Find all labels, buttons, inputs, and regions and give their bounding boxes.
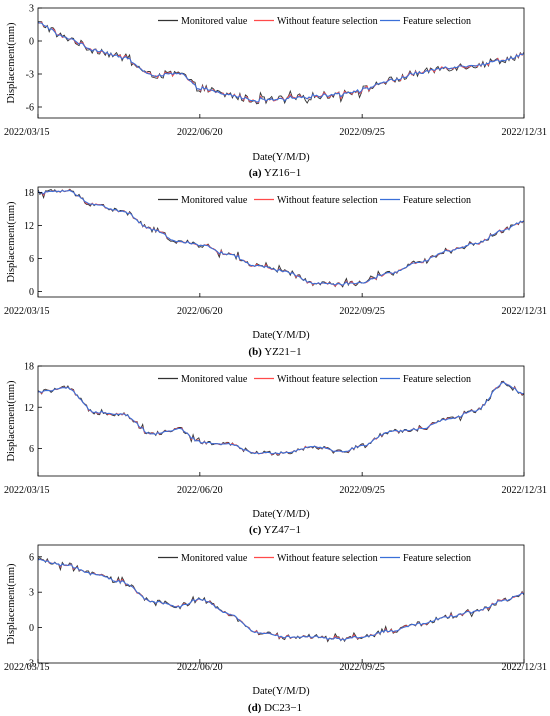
y-tick-label: 12	[24, 221, 34, 232]
legend-entry: Monitored value	[181, 195, 248, 206]
y-axis-title: Displacement(mm)	[6, 22, 17, 104]
x-axis-title: Date(Y/M/D)	[252, 509, 310, 520]
plot-frame	[37, 544, 525, 664]
y-axis-title: Displacement(mm)	[6, 563, 17, 645]
y-tick-label: 0	[29, 37, 34, 48]
series-line-without-feature-selection	[38, 21, 524, 103]
x-tick-label: 2022/12/31	[501, 306, 547, 317]
legend: Monitored value Without feature selection…	[158, 195, 471, 206]
legend-entry: Feature selection	[403, 374, 471, 385]
x-tick-label: 2022/09/25	[339, 306, 385, 317]
legend-entry: Feature selection	[403, 553, 471, 564]
plot-frame	[37, 7, 525, 119]
caption-name: YZ21−1	[262, 346, 302, 358]
series-line-feature-selection	[38, 22, 524, 103]
x-tick-label: 2022/03/15	[4, 485, 50, 496]
chart-panel-4: -3 0 3 6 2022/03/15 2022/06/20 2022/09/25 2022/…	[4, 544, 547, 714]
legend: Monitored value Without feature selection…	[158, 553, 471, 564]
x-axis-title: Date(Y/M/D)	[252, 152, 310, 163]
y-tick-label: -3	[26, 70, 34, 81]
panel-caption: (b) YZ21−1	[248, 346, 301, 358]
x-tick-label: 2022/06/20	[177, 662, 223, 673]
x-tick-label: 2022/09/25	[339, 662, 385, 673]
legend-entry: Without feature selection	[277, 195, 378, 206]
legend-entry: Monitored value	[181, 374, 248, 385]
y-tick-label: -6	[26, 103, 34, 114]
x-axis-title: Date(Y/M/D)	[252, 330, 310, 341]
caption-letter: (b)	[248, 346, 262, 358]
y-tick-label: 0	[29, 623, 34, 634]
legend-entry: Without feature selection	[277, 16, 378, 27]
legend-entry: Without feature selection	[277, 374, 378, 385]
caption-name: DC23−1	[261, 702, 302, 714]
series-line-without-feature-selection	[38, 558, 524, 641]
y-tick-label: 18	[24, 362, 34, 373]
panel-caption: (c) YZ47−1	[249, 524, 301, 536]
x-tick-label: 2022/03/15	[4, 306, 50, 317]
x-axis-title: Date(Y/M/D)	[252, 686, 310, 697]
chart-panel-3: 6 12 18 2022/03/15 2022/06/20 2022/09/25 2022/…	[4, 362, 547, 537]
legend-entry: Without feature selection	[277, 553, 378, 564]
chart-panel-1: -6 -3 0 3 2022/03/15 2022/06/20 2022/09/25 2022…	[4, 4, 547, 180]
y-tick-label: 3	[29, 588, 34, 599]
caption-letter: (a)	[249, 167, 262, 179]
series-group	[38, 188, 524, 288]
x-tick-label: 2022/06/20	[177, 127, 223, 138]
x-tick-label: 2022/06/20	[177, 306, 223, 317]
plot-frame	[37, 365, 525, 477]
series-line-monitored-value	[38, 557, 524, 643]
y-tick-label: 0	[29, 287, 34, 298]
y-tick-label: 6	[29, 254, 34, 265]
y-tick-label: 6	[29, 444, 34, 455]
x-tick-label: 2022/12/31	[501, 485, 547, 496]
y-tick-label: 12	[24, 403, 34, 414]
x-tick-label: 2022/06/20	[177, 485, 223, 496]
legend-entry: Feature selection	[403, 195, 471, 206]
x-tick-label: 2022/12/31	[501, 662, 547, 673]
caption-letter: (d)	[248, 702, 262, 714]
plot-frame	[37, 186, 525, 298]
series-group	[38, 21, 524, 105]
legend: Monitored value Without feature selection…	[158, 374, 471, 385]
y-tick-label: -3	[26, 659, 34, 670]
caption-name: YZ16−1	[262, 167, 302, 179]
legend: Monitored value Without feature selection…	[158, 16, 471, 27]
x-tick-label: 2022/03/15	[4, 127, 50, 138]
legend-entry: Monitored value	[181, 553, 248, 564]
series-line-feature-selection	[38, 189, 524, 286]
legend-entry: Feature selection	[403, 16, 471, 27]
x-tick-label: 2022/09/25	[339, 127, 385, 138]
legend-entry: Monitored value	[181, 16, 248, 27]
panel-caption: (a) YZ16−1	[249, 167, 302, 179]
series-line-monitored-value	[38, 21, 524, 105]
panel-caption: (d) DC23−1	[248, 702, 302, 714]
series-group	[38, 380, 524, 456]
series-line-feature-selection	[38, 381, 524, 455]
caption-name: YZ47−1	[261, 524, 301, 536]
x-tick-label: 2022/12/31	[501, 127, 547, 138]
y-tick-label: 6	[29, 552, 34, 563]
y-axis-title: Displacement(mm)	[6, 201, 17, 283]
y-axis-title: Displacement(mm)	[6, 380, 17, 462]
x-tick-label: 2022/03/15	[4, 662, 50, 673]
y-tick-label: 18	[24, 188, 34, 199]
series-group	[38, 557, 524, 643]
x-tick-label: 2022/09/25	[339, 485, 385, 496]
y-tick-label: 3	[29, 4, 34, 15]
chart-panel-2: 0 6 12 18 2022/03/15 2022/06/20 2022/09/25 2022…	[4, 186, 547, 358]
series-line-feature-selection	[38, 558, 524, 641]
caption-letter: (c)	[249, 524, 262, 536]
